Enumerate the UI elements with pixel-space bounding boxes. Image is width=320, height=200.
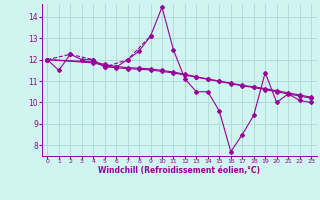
- X-axis label: Windchill (Refroidissement éolien,°C): Windchill (Refroidissement éolien,°C): [98, 166, 260, 175]
